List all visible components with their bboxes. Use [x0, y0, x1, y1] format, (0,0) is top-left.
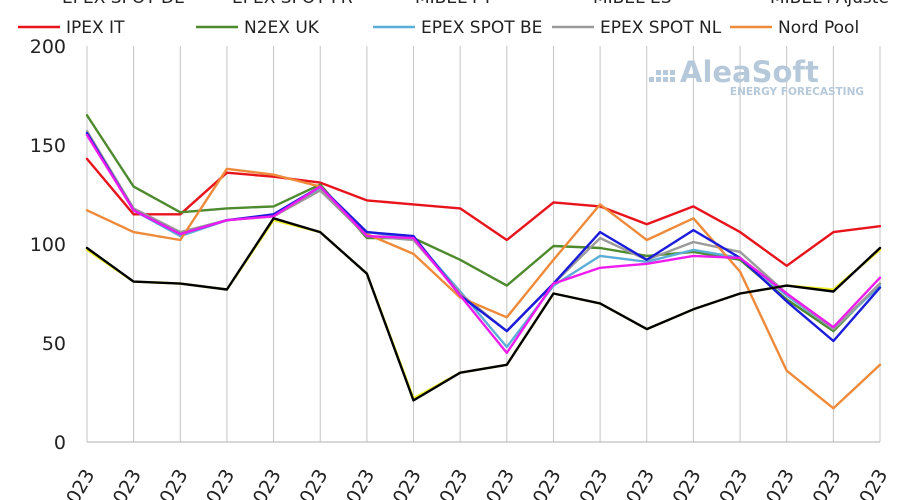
- legend-top-label: MIBEL ES: [593, 0, 672, 8]
- x-tick-label: /2023: [100, 466, 146, 500]
- x-tick-label: /2023: [333, 466, 379, 500]
- legend-top-label: MIBEL PT: [415, 0, 493, 8]
- x-tick-label: /2023: [286, 466, 332, 500]
- logo-dot: [663, 77, 668, 82]
- legend-label: EPEX SPOT NL: [600, 18, 722, 38]
- x-tick-label: /2023: [659, 466, 705, 500]
- series-line: [85, 131, 882, 343]
- legend-top-label: EPEX SPOT FR: [232, 0, 353, 8]
- legend-top-label: EPEX SPOT DE: [62, 0, 185, 8]
- y-tick-label: 200: [30, 36, 66, 58]
- x-axis: /2023/2023/2023/2023/2023/2023/2023/2023…: [53, 441, 892, 500]
- y-tick-label: 50: [42, 333, 66, 355]
- logo-dot: [656, 70, 661, 75]
- x-tick-label: /2023: [799, 466, 845, 500]
- legend-label: EPEX SPOT BE: [421, 18, 542, 38]
- x-tick-label: /2023: [846, 466, 892, 500]
- x-tick-label: /2023: [193, 466, 239, 500]
- x-tick-label: /2023: [379, 466, 425, 500]
- legend-label: IPEX IT: [66, 18, 125, 38]
- x-tick-label: /2023: [566, 466, 612, 500]
- x-tick-label: /2023: [473, 466, 519, 500]
- y-tick-label: 0: [54, 432, 66, 454]
- logo-dot: [670, 70, 675, 75]
- x-tick-label: /2023: [53, 466, 99, 500]
- series-line: [85, 217, 882, 402]
- legend-top-label: MIBEL+Ajuste: [770, 0, 889, 8]
- x-tick-label: /2023: [753, 466, 799, 500]
- x-tick-label: /2023: [426, 466, 472, 500]
- y-tick-label: 100: [30, 234, 66, 256]
- series-line: [85, 133, 882, 355]
- x-tick-label: /2023: [706, 466, 752, 500]
- x-tick-label: /2023: [519, 466, 565, 500]
- legend: EPEX SPOT DE EPEX SPOT FR MIBEL PT MIBEL ES…: [18, 0, 889, 38]
- legend-label: N2EX UK: [244, 18, 320, 38]
- series-lines: [85, 114, 882, 410]
- logo-dot: [663, 70, 668, 75]
- logo-tagline: ENERGY FORECASTING: [730, 86, 864, 98]
- y-tick-label: 150: [30, 135, 66, 157]
- logo-name: AleaSoft: [680, 55, 819, 89]
- logo-dot: [670, 77, 675, 82]
- logo-dot: [656, 77, 661, 82]
- series-line: [85, 157, 882, 267]
- x-tick-label: /2023: [146, 466, 192, 500]
- vertical-gridlines: [86, 46, 881, 442]
- series-line: [85, 129, 882, 333]
- logo-dot: [649, 77, 654, 82]
- x-tick-label: /2023: [239, 466, 285, 500]
- x-tick-label: /2023: [613, 466, 659, 500]
- legend-label: Nord Pool: [778, 18, 859, 38]
- y-axis: 0 50 100 150 200: [30, 36, 66, 454]
- series-line: [85, 167, 882, 410]
